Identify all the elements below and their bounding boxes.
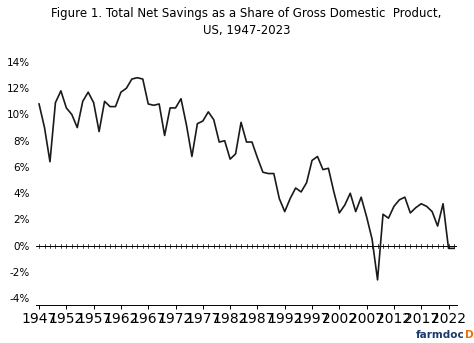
- Title: Figure 1. Total Net Savings as a Share of Gross Domestic  Product,
US, 1947-2023: Figure 1. Total Net Savings as a Share o…: [51, 7, 442, 37]
- Text: DAILY: DAILY: [465, 330, 474, 340]
- Text: farmdoc: farmdoc: [416, 330, 465, 340]
